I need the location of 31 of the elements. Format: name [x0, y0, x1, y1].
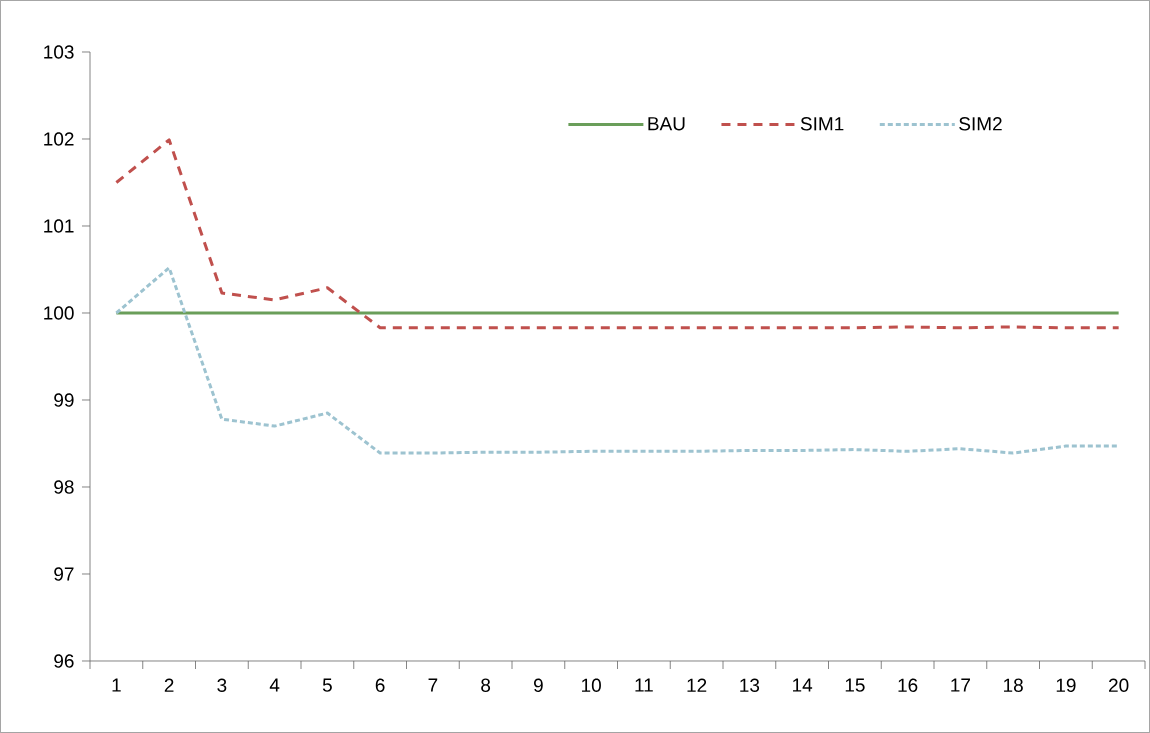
x-tick-label: 9 [533, 678, 543, 692]
x-tick-label: 14 [793, 678, 813, 692]
x-tick-label: 1 [112, 678, 121, 692]
x-tick-label: 17 [951, 678, 970, 692]
x-tick-label: 6 [375, 678, 385, 692]
y-tick-label: 98 [54, 480, 74, 494]
y-tick-label: 102 [44, 132, 74, 146]
x-tick-label: 20 [1109, 678, 1129, 692]
x-tick-label: 16 [898, 678, 918, 692]
x-tick-label: 12 [687, 678, 707, 692]
legend-label: BAU [648, 117, 685, 131]
x-tick-label: 5 [322, 678, 332, 692]
legend-label: SIM1 [800, 117, 844, 131]
y-tick-label: 100 [44, 306, 74, 320]
x-tick-label: 2 [164, 678, 174, 692]
y-tick-label: 103 [44, 45, 74, 59]
x-tick-label: 4 [269, 678, 280, 692]
x-tick-label: 13 [740, 678, 760, 692]
y-tick-label: 101 [44, 219, 74, 233]
x-tick-label: 8 [481, 678, 491, 692]
y-tick-label: 99 [54, 393, 74, 407]
x-tick-label: 18 [1004, 678, 1023, 692]
x-tick-label: 7 [428, 678, 438, 692]
x-tick-label: 15 [845, 678, 865, 692]
x-tick-label: 11 [635, 678, 653, 692]
y-tick-label: 96 [54, 654, 74, 668]
x-tick-label: 3 [217, 678, 227, 692]
x-tick-label: 10 [582, 678, 601, 692]
y-tick-label: 97 [54, 567, 74, 581]
legend-label: SIM2 [959, 117, 1002, 131]
x-tick-label: 19 [1056, 678, 1076, 692]
